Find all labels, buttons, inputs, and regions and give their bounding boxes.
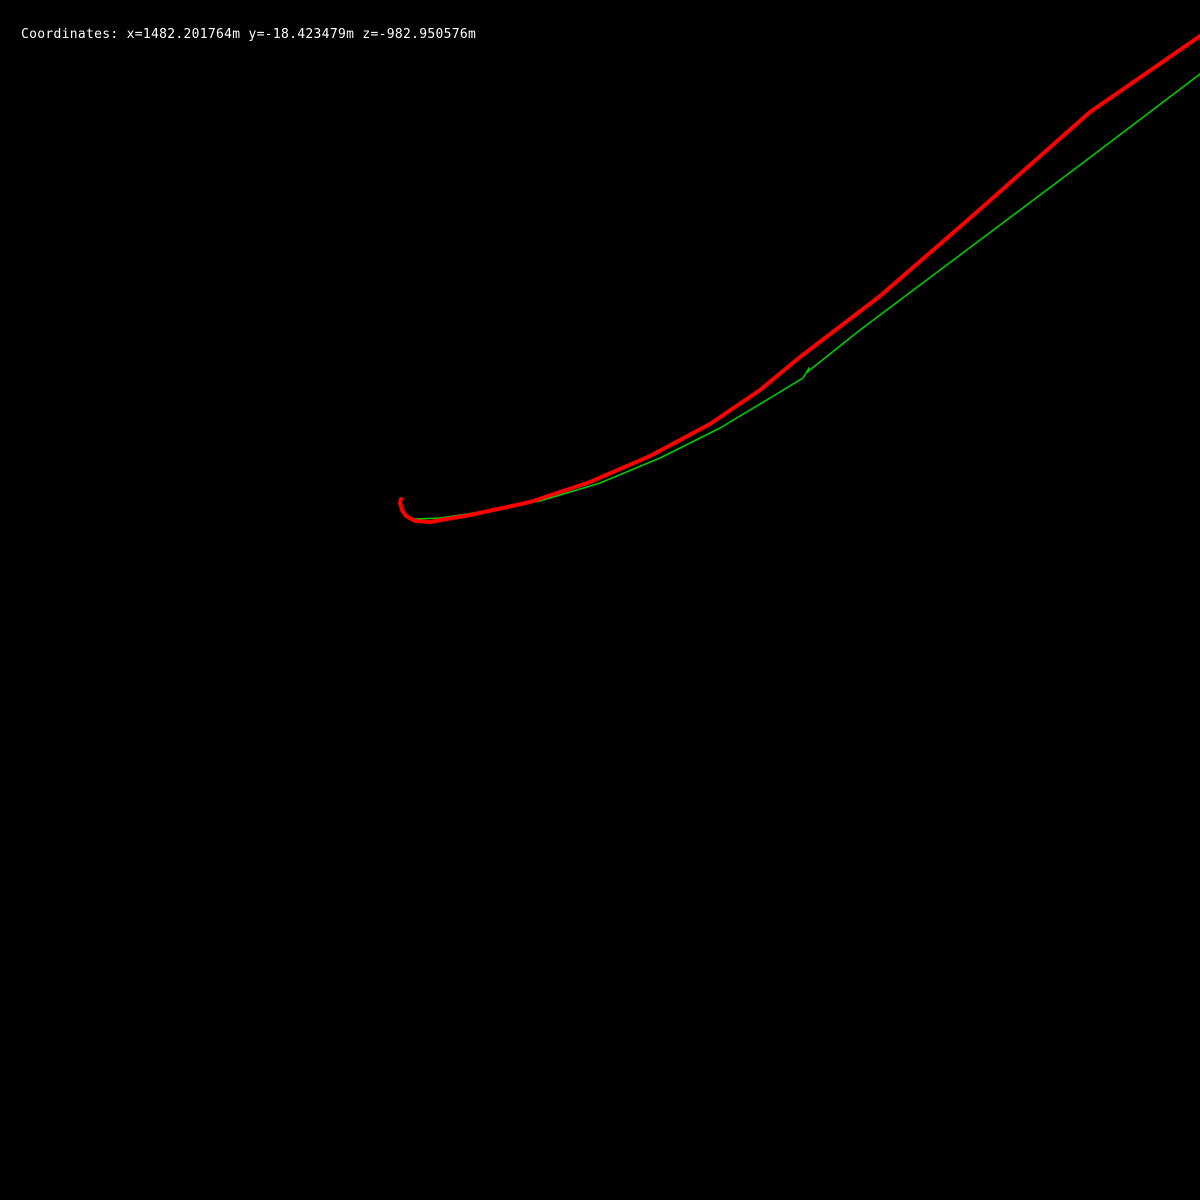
ground-truth-trajectory-line — [401, 73, 1200, 520]
estimated-trajectory-line — [398, 34, 1200, 524]
coordinates-readout: Coordinates: x=1482.201764m y=-18.423479… — [21, 27, 477, 42]
